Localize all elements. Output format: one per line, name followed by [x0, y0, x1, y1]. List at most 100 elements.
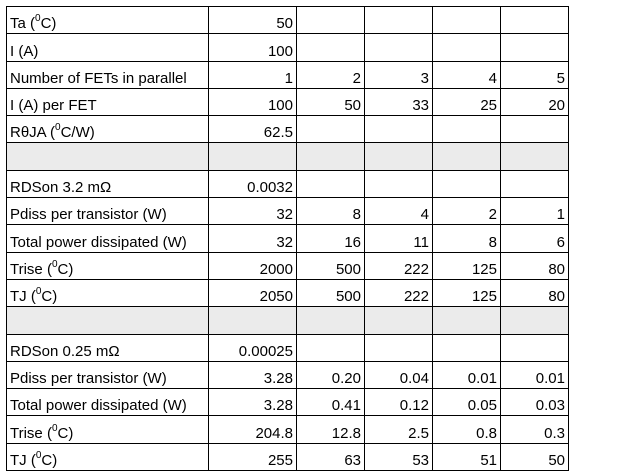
- table-cell[interactable]: 33: [364, 87, 433, 117]
- row-label-cell[interactable]: RDSon 3.2 mΩ: [6, 169, 209, 199]
- table-cell[interactable]: 2050: [208, 278, 297, 308]
- table-cell[interactable]: 0.12: [364, 388, 433, 417]
- row-label-cell[interactable]: TJ (0C): [6, 278, 209, 308]
- table-cell[interactable]: 500: [296, 251, 365, 280]
- table-cell[interactable]: [500, 306, 569, 335]
- table-cell[interactable]: 100: [208, 33, 297, 62]
- table-cell[interactable]: 500: [296, 278, 365, 308]
- row-label-cell[interactable]: Pdiss per transistor (W): [6, 197, 209, 226]
- table-cell[interactable]: [432, 115, 501, 144]
- row-label-cell[interactable]: Trise (0C): [6, 251, 209, 280]
- table-cell[interactable]: 4: [432, 60, 501, 89]
- table-cell[interactable]: 2000: [208, 251, 297, 280]
- table-cell[interactable]: [364, 5, 433, 35]
- table-cell[interactable]: [432, 169, 501, 199]
- row-label-cell[interactable]: Number of FETs in parallel: [6, 60, 209, 89]
- table-cell[interactable]: [6, 142, 209, 171]
- table-cell[interactable]: 62.5: [208, 115, 297, 144]
- table-cell[interactable]: 50: [296, 87, 365, 117]
- table-cell[interactable]: 4: [364, 197, 433, 226]
- table-cell[interactable]: 6: [500, 224, 569, 253]
- row-label-cell[interactable]: Total power dissipated (W): [6, 388, 209, 417]
- table-cell[interactable]: [432, 142, 501, 171]
- table-cell[interactable]: 125: [432, 278, 501, 308]
- table-cell[interactable]: 125: [432, 251, 501, 280]
- table-cell[interactable]: 63: [296, 442, 365, 471]
- table-cell[interactable]: 2: [432, 197, 501, 226]
- table-cell[interactable]: 50: [500, 442, 569, 471]
- table-cell[interactable]: [296, 306, 365, 335]
- table-cell[interactable]: [364, 306, 433, 335]
- table-cell[interactable]: 255: [208, 442, 297, 471]
- row-label-cell[interactable]: TJ (0C): [6, 442, 209, 471]
- table-cell[interactable]: [432, 333, 501, 362]
- row-label-cell[interactable]: RDSon 0.25 mΩ: [6, 333, 209, 362]
- table-cell[interactable]: [500, 33, 569, 62]
- table-cell[interactable]: [6, 306, 209, 335]
- table-cell[interactable]: [364, 333, 433, 362]
- table-cell[interactable]: [500, 333, 569, 362]
- table-cell[interactable]: 0.00025: [208, 333, 297, 362]
- table-cell[interactable]: 0.01: [432, 360, 501, 390]
- table-cell[interactable]: 32: [208, 197, 297, 226]
- table-cell[interactable]: 20: [500, 87, 569, 117]
- row-label-cell[interactable]: Trise (0C): [6, 415, 209, 444]
- table-cell[interactable]: 0.04: [364, 360, 433, 390]
- table-cell[interactable]: 12.8: [296, 415, 365, 444]
- table-cell[interactable]: [208, 142, 297, 171]
- table-cell[interactable]: 3.28: [208, 360, 297, 390]
- table-cell[interactable]: 16: [296, 224, 365, 253]
- table-cell[interactable]: 1: [500, 197, 569, 226]
- table-cell[interactable]: 3: [364, 60, 433, 89]
- table-cell[interactable]: 51: [432, 442, 501, 471]
- table-cell[interactable]: 204.8: [208, 415, 297, 444]
- table-cell[interactable]: 0.03: [500, 388, 569, 417]
- row-label-cell[interactable]: I (A) per FET: [6, 87, 209, 117]
- table-cell[interactable]: 25: [432, 87, 501, 117]
- table-cell[interactable]: 1: [208, 60, 297, 89]
- table-cell[interactable]: 11: [364, 224, 433, 253]
- table-cell[interactable]: 2: [296, 60, 365, 89]
- table-cell[interactable]: [364, 115, 433, 144]
- table-cell[interactable]: [500, 142, 569, 171]
- table-cell[interactable]: [208, 306, 297, 335]
- table-cell[interactable]: 0.05: [432, 388, 501, 417]
- table-cell[interactable]: [432, 306, 501, 335]
- table-cell[interactable]: 80: [500, 251, 569, 280]
- table-cell[interactable]: 0.3: [500, 415, 569, 444]
- table-cell[interactable]: 80: [500, 278, 569, 308]
- table-cell[interactable]: 2.5: [364, 415, 433, 444]
- table-cell[interactable]: [296, 33, 365, 62]
- table-cell[interactable]: 0.0032: [208, 169, 297, 199]
- table-cell[interactable]: 100: [208, 87, 297, 117]
- table-cell[interactable]: [432, 33, 501, 62]
- table-cell[interactable]: [500, 169, 569, 199]
- table-cell[interactable]: 32: [208, 224, 297, 253]
- row-label-cell[interactable]: Ta (0C): [6, 5, 209, 35]
- table-cell[interactable]: [364, 33, 433, 62]
- table-cell[interactable]: [500, 5, 569, 35]
- table-cell[interactable]: 50: [208, 5, 297, 35]
- table-cell[interactable]: [296, 5, 365, 35]
- row-label-cell[interactable]: Pdiss per transistor (W): [6, 360, 209, 390]
- table-cell[interactable]: 3.28: [208, 388, 297, 417]
- table-cell[interactable]: 5: [500, 60, 569, 89]
- table-cell[interactable]: 222: [364, 278, 433, 308]
- table-cell[interactable]: 0.41: [296, 388, 365, 417]
- table-cell[interactable]: [364, 169, 433, 199]
- table-cell[interactable]: 222: [364, 251, 433, 280]
- table-cell[interactable]: [296, 142, 365, 171]
- table-cell[interactable]: [364, 142, 433, 171]
- row-label-cell[interactable]: Total power dissipated (W): [6, 224, 209, 253]
- table-cell[interactable]: [296, 115, 365, 144]
- table-cell[interactable]: 0.01: [500, 360, 569, 390]
- table-cell[interactable]: [432, 5, 501, 35]
- table-cell[interactable]: [500, 115, 569, 144]
- table-cell[interactable]: [296, 169, 365, 199]
- table-cell[interactable]: [296, 333, 365, 362]
- table-cell[interactable]: 0.20: [296, 360, 365, 390]
- table-cell[interactable]: 8: [432, 224, 501, 253]
- table-cell[interactable]: 53: [364, 442, 433, 471]
- table-cell[interactable]: 0.8: [432, 415, 501, 444]
- table-cell[interactable]: 8: [296, 197, 365, 226]
